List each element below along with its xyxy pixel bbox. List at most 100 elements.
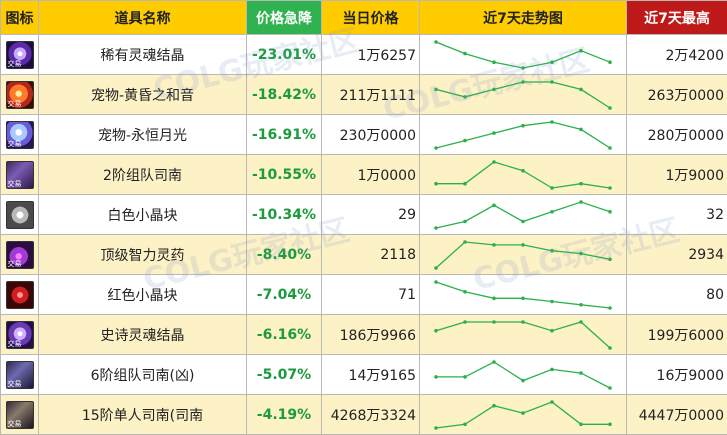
trend-point	[521, 123, 525, 127]
current-price: 211万1111	[322, 75, 420, 115]
trend-cell	[420, 195, 627, 235]
price-drop: -6.16%	[247, 315, 322, 355]
trend-point	[579, 200, 583, 204]
trend-point	[521, 219, 525, 223]
scroll-icon: 交易	[6, 161, 34, 189]
trend-point	[579, 48, 583, 52]
price-drop: -4.19%	[247, 395, 322, 435]
price-drop: -23.01%	[247, 35, 322, 75]
icon-cell: 交易	[1, 35, 39, 75]
trend-line	[436, 42, 610, 68]
trend-point	[579, 422, 583, 426]
trend-line	[436, 82, 610, 108]
trend-sparkline	[420, 356, 626, 394]
trend-point	[550, 367, 554, 371]
header-price-drop: 价格急降	[247, 1, 322, 35]
item-name: 6阶组队司南(凶)	[39, 355, 247, 395]
trend-cell	[420, 155, 627, 195]
trend-cell	[420, 35, 627, 75]
trend-cell	[420, 315, 627, 355]
item-name: 红色小晶块	[39, 275, 247, 315]
trend-point	[550, 186, 554, 190]
trend-line	[436, 282, 610, 308]
trend-point	[434, 181, 438, 185]
trend-point	[608, 422, 612, 426]
price-drop: -5.07%	[247, 355, 322, 395]
current-price: 14万9165	[322, 355, 420, 395]
current-price: 230万0000	[322, 115, 420, 155]
icon-cell: 交易	[1, 115, 39, 155]
item-name: 顶级智力灵药	[39, 235, 247, 275]
trend-point	[579, 87, 583, 91]
trend-line	[436, 202, 610, 228]
trend-point	[463, 240, 467, 244]
trend-point	[463, 51, 467, 55]
seven-day-max: 199万6000	[627, 315, 727, 355]
epic-soul-crystal-icon: 交易	[6, 321, 34, 349]
trend-point	[434, 40, 438, 44]
seven-day-max: 80	[627, 275, 727, 315]
trend-point	[608, 306, 612, 310]
red-cube-icon	[6, 281, 34, 309]
trade-tag: 交易	[8, 420, 22, 428]
soul-crystal-icon: 交易	[6, 41, 34, 69]
trend-point	[492, 320, 496, 324]
header-7day-trend: 近7天走势图	[420, 1, 627, 35]
trend-point	[492, 160, 496, 164]
intel-potion-icon: 交易	[6, 241, 34, 269]
item-name: 2阶组队司南	[39, 155, 247, 195]
trend-point	[521, 80, 525, 84]
price-drop: -16.91%	[247, 115, 322, 155]
trend-point	[550, 248, 554, 252]
trend-sparkline	[420, 116, 626, 154]
trend-point	[434, 146, 438, 150]
seven-day-max: 280万0000	[627, 115, 727, 155]
white-cube-icon	[6, 201, 34, 229]
current-price: 2118	[322, 235, 420, 275]
trend-point	[608, 106, 612, 110]
item-name: 15阶单人司南(司南	[39, 395, 247, 435]
item-name: 史诗灵魂结晶	[39, 315, 247, 355]
trend-sparkline	[420, 76, 626, 114]
trend-point	[463, 95, 467, 99]
seven-day-max: 263万0000	[627, 75, 727, 115]
trend-cell	[420, 275, 627, 315]
scroll-icon: 交易	[6, 361, 34, 389]
trend-point	[579, 303, 583, 307]
price-drop: -8.40%	[247, 235, 322, 275]
seven-day-max: 4447万0000	[627, 395, 727, 435]
trend-point	[434, 87, 438, 91]
trend-point	[492, 87, 496, 91]
price-drop: -18.42%	[247, 75, 322, 115]
trend-point	[550, 210, 554, 214]
trade-tag: 交易	[8, 340, 22, 348]
trend-point	[463, 422, 467, 426]
pet-sunset-icon: 交易	[6, 81, 34, 109]
icon-cell: 交易	[1, 235, 39, 275]
header-item-name: 道具名称	[39, 1, 247, 35]
scroll-icon: 交易	[6, 401, 34, 429]
trend-point	[521, 66, 525, 70]
trend-point	[434, 328, 438, 332]
trend-cell	[420, 75, 627, 115]
trend-point	[434, 375, 438, 379]
icon-cell: 交易	[1, 395, 39, 435]
trade-tag: 交易	[8, 100, 22, 108]
icon-cell: 交易	[1, 315, 39, 355]
trend-point	[521, 243, 525, 247]
price-drop: -7.04%	[247, 275, 322, 315]
trade-tag: 交易	[8, 60, 22, 68]
trend-point	[608, 186, 612, 190]
trend-point	[579, 181, 583, 185]
trend-point	[463, 320, 467, 324]
price-drop: -10.55%	[247, 155, 322, 195]
header-current-price: 当日价格	[322, 1, 420, 35]
trend-point	[521, 411, 525, 415]
